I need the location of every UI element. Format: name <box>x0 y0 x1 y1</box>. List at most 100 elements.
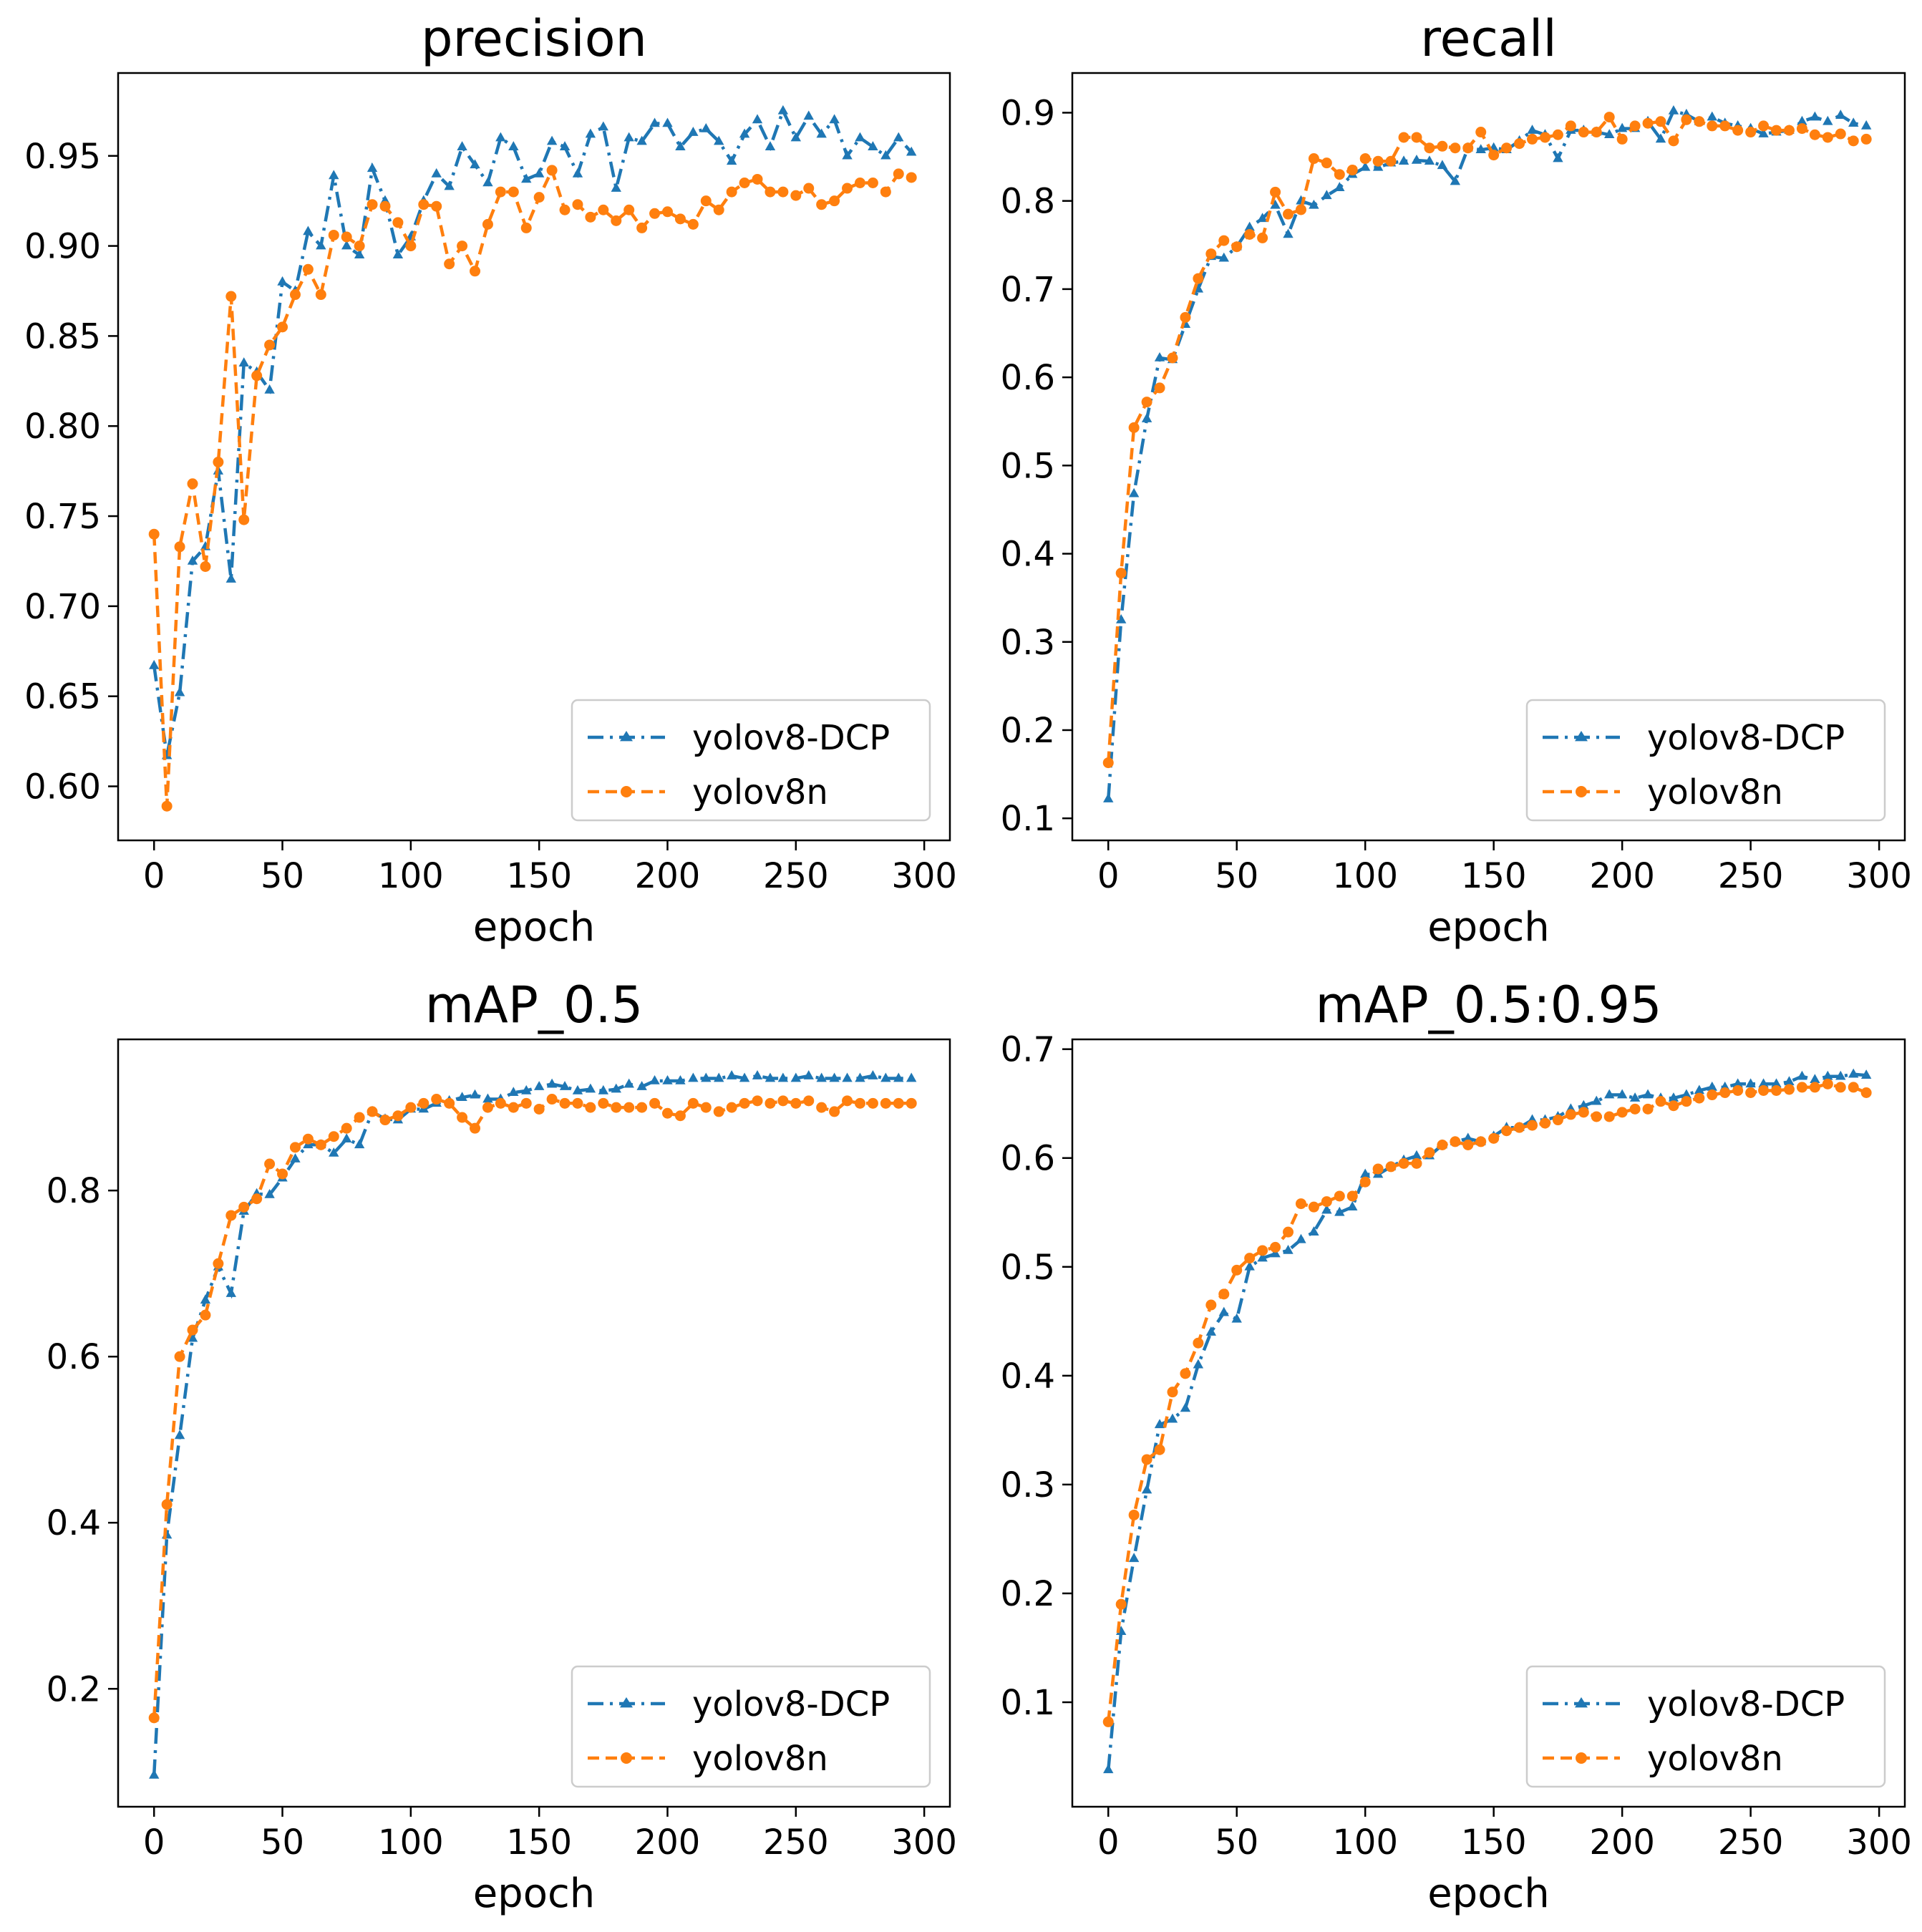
data-point <box>1437 160 1448 170</box>
data-point <box>457 1092 467 1102</box>
data-point <box>1359 153 1371 165</box>
data-point <box>470 1089 480 1099</box>
data-point <box>1180 311 1191 323</box>
data-point <box>1334 1190 1345 1202</box>
x-tick-label: 200 <box>635 1822 701 1863</box>
data-point <box>405 241 417 252</box>
data-point <box>1835 110 1846 119</box>
data-point <box>623 1102 635 1113</box>
plot-frame <box>1071 1038 1906 1808</box>
data-point <box>1501 142 1513 154</box>
data-point <box>1231 1264 1243 1276</box>
data-point <box>329 1147 339 1157</box>
data-point <box>611 1102 622 1113</box>
y-tick-label: 0.3 <box>1001 1465 1055 1505</box>
data-point <box>546 165 558 176</box>
data-point <box>290 1153 301 1162</box>
data-point <box>379 1115 391 1126</box>
legend-marker-yolov8-DCP <box>1575 731 1588 742</box>
data-point <box>829 1072 840 1082</box>
data-point <box>1128 422 1140 433</box>
data-point <box>1796 1082 1807 1093</box>
data-point <box>700 1102 712 1113</box>
data-point <box>1308 153 1319 165</box>
data-point <box>1860 1069 1872 1079</box>
data-point <box>174 686 185 696</box>
data-point <box>1707 111 1717 121</box>
data-point <box>1398 1157 1409 1169</box>
data-point <box>1758 1078 1769 1088</box>
data-point <box>1488 1132 1500 1144</box>
data-point <box>1488 150 1500 161</box>
data-point <box>495 1097 506 1109</box>
data-point <box>854 1097 865 1109</box>
data-point <box>726 155 737 165</box>
data-point <box>1103 793 1114 802</box>
data-point <box>842 150 853 160</box>
data-point <box>200 1294 211 1304</box>
data-point <box>1707 1089 1718 1101</box>
data-point <box>1411 1150 1422 1160</box>
data-point <box>482 218 493 230</box>
data-point <box>1321 190 1332 200</box>
data-point <box>1462 1132 1473 1142</box>
y-tick-label: 0.6 <box>1001 1139 1055 1179</box>
legend: yolov8-DCP yolov8n <box>1525 699 1886 822</box>
data-point <box>649 1097 661 1109</box>
data-point <box>1642 1103 1654 1115</box>
data-point <box>1783 125 1795 136</box>
series-line-yolov8-DCP <box>152 106 913 757</box>
data-point <box>1398 132 1409 143</box>
data-point <box>1642 1089 1654 1099</box>
data-point <box>1527 133 1538 145</box>
data-point <box>508 141 519 150</box>
y-tick-label: 0.5 <box>1001 1248 1055 1288</box>
data-point <box>1732 1078 1743 1088</box>
data-point <box>277 276 288 286</box>
data-point <box>1552 129 1563 140</box>
data-point <box>829 114 840 124</box>
data-point <box>687 218 699 230</box>
data-point <box>906 172 917 183</box>
x-tick-label: 0 <box>143 1822 165 1863</box>
data-point <box>1475 127 1487 138</box>
data-point <box>1167 1387 1178 1398</box>
data-point <box>661 206 673 218</box>
data-point <box>906 146 917 156</box>
y-tick-label: 0.8 <box>1001 182 1055 222</box>
data-point <box>1450 1136 1461 1147</box>
x-tick-label: 50 <box>261 856 304 896</box>
data-point <box>636 1102 648 1113</box>
data-point <box>1642 117 1654 129</box>
data-point <box>1295 1198 1306 1210</box>
data-point <box>611 215 622 226</box>
data-point <box>777 186 789 198</box>
data-point <box>508 186 519 198</box>
legend-label-yolov8-DCP: yolov8-DCP <box>692 1684 890 1724</box>
y-tick-label: 0.6 <box>47 1337 101 1377</box>
data-point <box>1694 1092 1705 1104</box>
x-tick-label: 0 <box>143 856 165 896</box>
data-point <box>482 1102 493 1113</box>
data-point <box>1681 114 1692 125</box>
data-point <box>1694 116 1705 127</box>
data-point <box>1719 120 1731 132</box>
x-tick-label: 150 <box>506 856 572 896</box>
data-point <box>674 213 686 225</box>
data-point <box>1411 1157 1422 1169</box>
data-point <box>354 241 365 252</box>
data-point <box>149 659 160 669</box>
data-point <box>1283 1226 1294 1238</box>
data-point <box>161 800 173 812</box>
legend-label-yolov8-DCP: yolov8-DCP <box>1647 1684 1845 1724</box>
x-tick-label: 0 <box>1097 856 1120 896</box>
data-point <box>675 1075 686 1084</box>
data-point <box>662 117 673 127</box>
data-point <box>752 1070 763 1079</box>
data-point <box>559 141 571 150</box>
data-point <box>1745 1078 1756 1088</box>
data-point <box>1359 1176 1371 1188</box>
data-point <box>482 177 493 187</box>
data-point <box>701 123 712 132</box>
legend-marker-yolov8-DCP <box>1575 1697 1588 1708</box>
